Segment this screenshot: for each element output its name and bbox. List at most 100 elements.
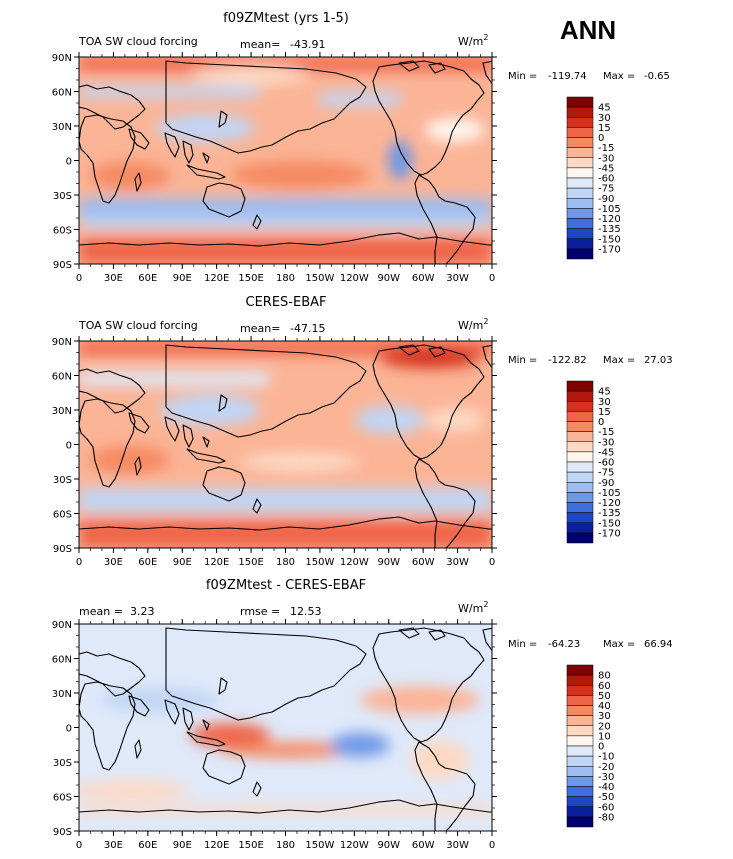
lon-tick-label: 30W — [446, 557, 469, 568]
colorbar-swatch — [566, 461, 594, 473]
colorbar-swatch — [566, 502, 594, 513]
colorbar-label: -45 — [598, 163, 614, 174]
colorbar-label: 10 — [598, 731, 611, 742]
colorbar-swatch — [566, 187, 594, 199]
lon-tick-label: 60E — [138, 840, 157, 851]
panel-title: f09ZMtest - CERES-EBAF — [206, 578, 366, 593]
map-field — [79, 57, 492, 264]
colorbar-label: 20 — [598, 721, 611, 732]
colorbar-swatch — [566, 421, 594, 432]
colorbar-swatch — [566, 664, 594, 676]
lon-tick-label: 120E — [204, 273, 229, 284]
lat-tick-label: 60S — [53, 510, 72, 521]
colorbar-label: -15 — [598, 427, 614, 438]
lat-tick-label: 60N — [52, 655, 72, 666]
lon-tick-label: 60E — [138, 273, 157, 284]
colorbar-label: -45 — [598, 447, 614, 458]
colorbar-swatch — [566, 228, 594, 239]
lon-tick-label: 90E — [173, 557, 192, 568]
max-label: Max = — [603, 355, 635, 366]
colorbar-swatch — [566, 735, 594, 747]
variable-label: TOA SW cloud forcing — [78, 319, 198, 332]
lat-tick-label: 30N — [52, 689, 72, 700]
lon-tick-label: 0 — [76, 273, 82, 284]
colorbar-label: -150 — [598, 234, 621, 245]
colorbar-label: 30 — [598, 397, 611, 408]
colorbar-label: 45 — [598, 103, 611, 114]
colorbar-label: -75 — [598, 468, 614, 479]
lon-tick-label: 180 — [276, 557, 295, 568]
colorbar-label: -10 — [598, 752, 614, 763]
lon-tick-label: 150W — [305, 557, 334, 568]
stat-label: mean = — [79, 605, 123, 618]
colorbar-swatch — [566, 695, 594, 706]
stat-label: mean= — [240, 322, 280, 335]
lat-tick-label: 60N — [52, 88, 72, 99]
min-label: Min = — [508, 639, 537, 650]
colorbar-label: -75 — [598, 184, 614, 195]
max-value: 66.94 — [644, 639, 673, 650]
colorbar-swatch — [566, 674, 594, 686]
axis-ticks: 90N 60N 30N 0 30S 60S 90S 0 30E 60E 90E 120E 150E 180… — [52, 336, 497, 568]
colorbar-label: 60 — [598, 681, 611, 692]
lon-tick-label: 120W — [340, 273, 369, 284]
colorbar-label: 15 — [598, 407, 611, 418]
colorbar-swatch — [566, 471, 594, 483]
colorbar-swatch — [566, 167, 594, 179]
lat-tick-label: 90N — [52, 337, 72, 348]
lon-tick-label: 90E — [173, 840, 192, 851]
colorbar-label: 0 — [598, 133, 604, 144]
lon-tick-label: 60W — [412, 273, 435, 284]
colorbar-swatch — [566, 766, 594, 777]
colorbar-swatch — [566, 796, 594, 807]
lon-tick-label: 150E — [238, 273, 263, 284]
colorbar-swatch — [566, 451, 594, 463]
min-value: -122.82 — [548, 355, 587, 366]
colorbar-label: 0 — [598, 742, 604, 753]
colorbar-swatch — [566, 380, 594, 392]
lon-tick-label: 120W — [340, 557, 369, 568]
colorbar-swatch — [566, 96, 594, 108]
rmse-value: 12.53 — [290, 605, 322, 618]
lon-tick-label: 60E — [138, 557, 157, 568]
lon-tick-label: 150E — [238, 557, 263, 568]
colorbar-label: -90 — [598, 478, 614, 489]
colorbar-label: -150 — [598, 518, 621, 529]
colorbar-swatch — [566, 755, 594, 767]
colorbar-swatch — [566, 441, 594, 453]
colorbar-label: -170 — [598, 528, 621, 539]
colorbar-label: -105 — [598, 488, 621, 499]
colorbar-label: -120 — [598, 498, 621, 509]
min-label: Min = — [508, 71, 537, 82]
colorbar-label: 40 — [598, 701, 611, 712]
lat-tick-label: 30S — [53, 191, 72, 202]
lon-tick-label: 150W — [305, 840, 334, 851]
colorbar-label: -30 — [598, 437, 614, 448]
colorbar-label: 30 — [598, 711, 611, 722]
units-label: W/m2 — [458, 317, 488, 332]
min-label: Min = — [508, 355, 537, 366]
colorbar-swatch — [566, 127, 594, 138]
colorbar-swatch — [566, 218, 594, 229]
colorbar-swatch — [566, 177, 594, 189]
axis-ticks: 90N 60N 30N 0 30S 60S 90S 0 30E 60E 90E 120E 150E 180… — [52, 619, 497, 851]
colorbar-label: -60 — [598, 174, 614, 185]
map-field — [79, 624, 492, 831]
colorbar-swatch — [566, 776, 594, 787]
lat-tick-label: 0 — [66, 724, 72, 735]
max-label: Max = — [603, 71, 635, 82]
max-value: -0.65 — [644, 71, 670, 82]
lat-tick-label: 90S — [53, 260, 72, 271]
colorbar-swatch — [566, 106, 594, 118]
colorbar-label: -40 — [598, 782, 614, 793]
colorbar-label: -80 — [598, 812, 614, 823]
panel-observation: CERES-EBAF TOA SW cloud forcing mean= -4… — [52, 295, 673, 568]
lat-tick-label: 0 — [66, 157, 72, 168]
colorbar-swatch — [566, 117, 594, 128]
lat-tick-label: 30N — [52, 122, 72, 133]
colorbar-swatch — [566, 401, 594, 412]
lon-tick-label: 0 — [489, 840, 495, 851]
stat-value: -47.15 — [290, 322, 325, 335]
colorbar-swatch — [566, 431, 594, 442]
